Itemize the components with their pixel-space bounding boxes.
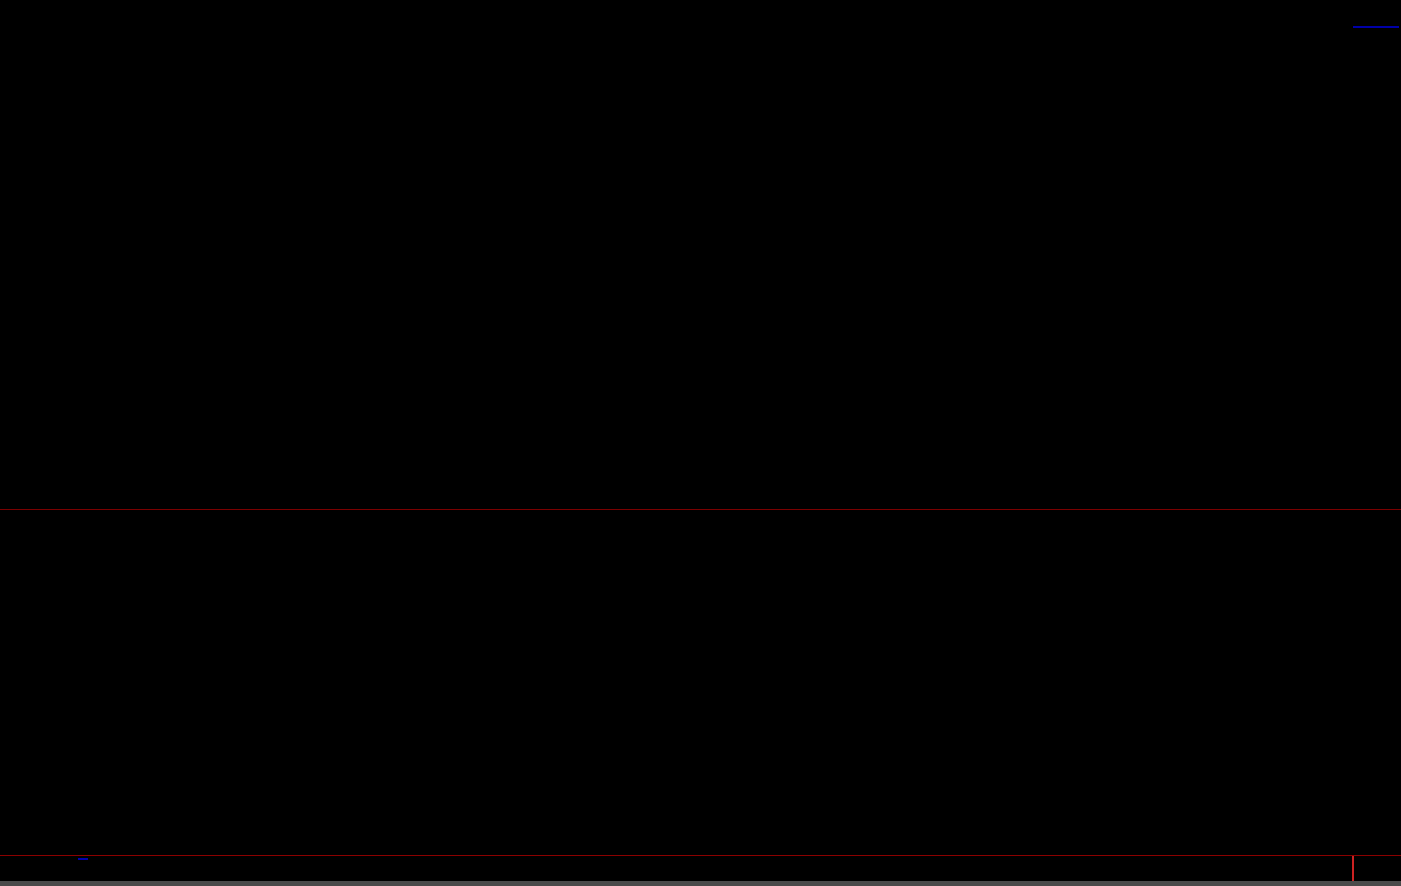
time-axis-bar[interactable] [0, 856, 1401, 881]
current-price-tag [1353, 26, 1399, 28]
time-axis-ruler [0, 855, 1401, 856]
period-divider [1352, 856, 1354, 881]
indicator-status-bar[interactable] [0, 511, 1352, 532]
date-label[interactable] [78, 858, 88, 860]
window-bottom-strip [0, 881, 1401, 886]
panel-divider [0, 509, 1401, 510]
